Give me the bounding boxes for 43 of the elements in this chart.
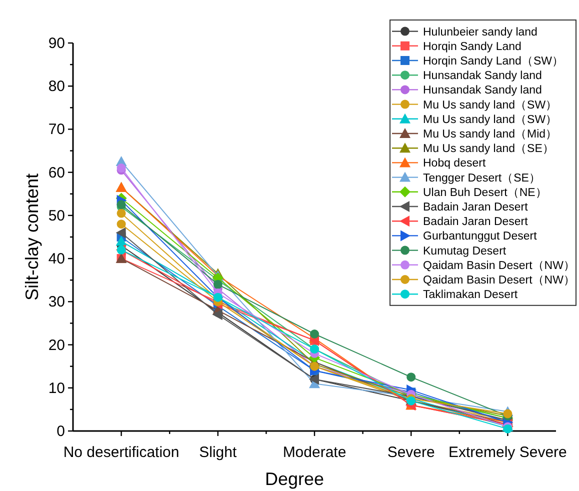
x-tick-label: Extremely Severe [448,444,567,461]
legend-label: Mu Us sandy land（Mid） [423,128,558,140]
x-tick-label: Moderate [282,444,346,461]
legend-label: Kumutag Desert [423,245,507,258]
y-axis-title: Silt-clay content [22,173,42,301]
x-axis-title: Degree [264,469,324,489]
legend-label: Mu Us sandy land（SE） [423,143,554,156]
point [116,208,126,218]
y-tick-label: 90 [48,35,65,52]
y-tick-label: 80 [48,78,65,96]
x-tick-label: No desertification [63,444,180,461]
legend-label: Badain Jaran Desert [423,216,529,228]
legend-label: Badain Jaran Desert [423,202,529,214]
legend-label: Hunsandak Sandy land [423,84,542,97]
legend-label: Mu Us sandy land（SW） [423,99,558,112]
legend-label: Horqin Sandy Land（SW） [423,56,564,68]
legend-label: Qaidam Basin Desert（NW） [423,260,576,272]
legend-label: Hobq desert [423,158,486,170]
point [212,309,222,320]
x-tick-label: Severe [387,444,435,461]
legend-label: Tengger Desert（SE） [423,172,541,184]
legend-label: Qaidam Basin Desert（NW） [423,274,576,286]
y-tick-label: 50 [48,207,65,224]
point [116,236,127,246]
legend-label: Horqin Sandy Land [423,40,522,53]
legend-label: Gurbantunggut Desert [423,230,538,243]
y-tick-label: 40 [48,250,65,268]
point [116,220,126,229]
point [406,372,416,382]
y-tick-label: 0 [56,423,65,440]
y-tick-label: 30 [48,294,65,311]
y-tick-label: 70 [48,121,65,138]
legend-label: Taklimakan Desert [423,289,518,302]
legend-label: Hulunbeier sandy land [423,26,538,38]
y-tick-label: 60 [48,164,65,182]
legend-label: Hunsandak Sandy land [423,70,542,82]
point [213,280,222,289]
legend-label: Ulan Buh Desert（NE） [423,186,548,199]
x-tick-label: Slight [199,444,238,461]
y-tick-label: 20 [48,336,65,354]
point [116,227,126,238]
legend-label: Mu Us sandy land（SW） [423,114,558,126]
y-tick-label: 10 [48,380,65,397]
